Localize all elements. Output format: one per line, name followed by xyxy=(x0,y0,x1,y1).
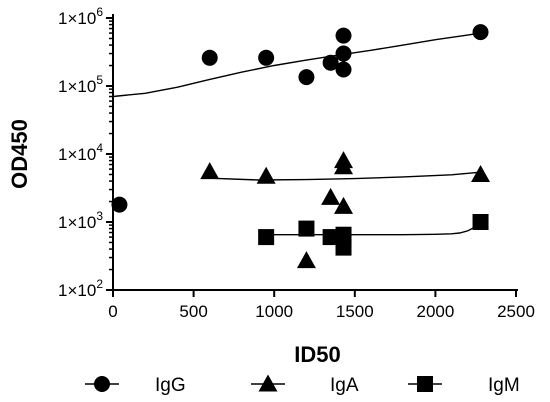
point-iga xyxy=(334,157,354,175)
fit-curves xyxy=(112,32,481,236)
point-igm xyxy=(335,239,352,256)
point-igm xyxy=(322,229,339,246)
fit-curve-igm xyxy=(266,221,481,236)
x-tick-label: 2500 xyxy=(497,302,535,321)
point-igm xyxy=(335,226,352,243)
y-tick-label-exponent: 5 xyxy=(96,73,103,87)
x-tick-label: 0 xyxy=(108,302,117,321)
point-igg xyxy=(258,49,275,66)
point-iga xyxy=(296,251,316,269)
y-tick-label-base: 1×10 xyxy=(58,9,96,28)
point-igg xyxy=(298,69,315,86)
point-iga xyxy=(471,164,491,182)
axes: 0 500 1000 1500 2000 25001×1021×1031×1041×105… xyxy=(7,5,535,367)
y-tick-label-base: 1×10 xyxy=(58,145,96,164)
legend-label-igm: IgM xyxy=(488,375,520,396)
legend-marker-igm xyxy=(417,376,433,392)
legend-marker-iga xyxy=(258,374,278,392)
point-igg xyxy=(201,49,218,66)
y-tick-label-base: 1×10 xyxy=(58,213,96,232)
point-iga xyxy=(321,187,341,205)
point-igm xyxy=(298,220,315,237)
x-tick-label: 1000 xyxy=(255,302,293,321)
point-iga xyxy=(334,196,354,214)
x-tick-label: 2000 xyxy=(416,302,454,321)
point-iga xyxy=(256,166,276,184)
y-tick-label: 1×102 xyxy=(58,277,103,300)
x-tick-label: 1500 xyxy=(336,302,374,321)
y-axis-title: OD450 xyxy=(7,119,32,189)
legend: IgG IgA IgM xyxy=(85,374,520,396)
point-igg xyxy=(472,24,489,41)
point-igg xyxy=(322,54,339,71)
y-tick-label-exponent: 3 xyxy=(96,209,103,223)
fit-curve-igg xyxy=(112,32,481,98)
point-igg xyxy=(335,45,352,62)
point-igg xyxy=(111,196,128,213)
point-igm xyxy=(472,214,489,230)
y-tick-label-exponent: 4 xyxy=(96,141,103,155)
point-igm xyxy=(258,229,275,246)
point-igg xyxy=(335,61,352,78)
point-iga xyxy=(200,162,220,180)
y-tick-label: 1×106 xyxy=(58,5,103,28)
x-tick-label: 500 xyxy=(179,302,207,321)
y-tick-label: 1×103 xyxy=(58,209,103,232)
x-axis-title: ID50 xyxy=(294,342,340,367)
data-points xyxy=(111,24,491,269)
y-tick-label: 1×105 xyxy=(58,73,103,96)
y-tick-label-base: 1×10 xyxy=(58,281,96,300)
y-tick-label: 1×104 xyxy=(58,141,103,164)
y-tick-label-exponent: 2 xyxy=(96,277,103,291)
legend-label-iga: IgA xyxy=(330,375,359,396)
fit-curve-iga xyxy=(209,171,481,181)
legend-label-igg: IgG xyxy=(155,375,186,396)
y-tick-label-exponent: 6 xyxy=(96,5,103,19)
legend-marker-igg xyxy=(94,376,110,392)
y-tick-label-base: 1×10 xyxy=(58,77,96,96)
point-igg xyxy=(335,27,352,44)
